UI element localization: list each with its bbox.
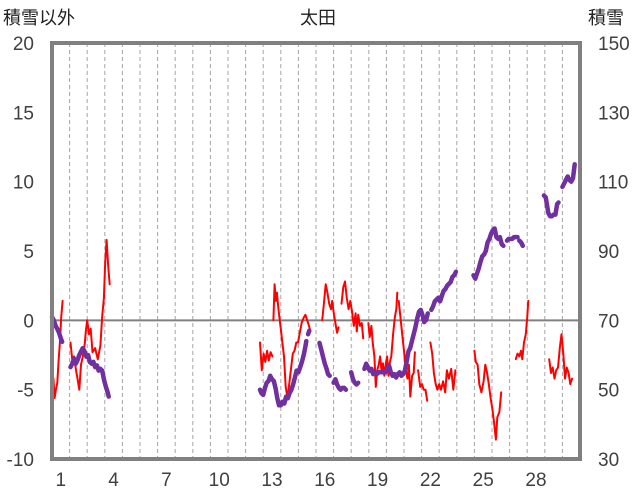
purple-line-segment	[362, 307, 427, 380]
purple-line-segment	[560, 162, 577, 190]
left-y-tick-label: 15	[13, 103, 34, 124]
red-line-segment	[259, 341, 274, 372]
x-tick-label: 4	[108, 470, 119, 491]
red-line-segment	[397, 299, 416, 398]
purple-line-segment	[257, 338, 309, 408]
right-y-tick-label: 30	[598, 450, 619, 471]
right-y-tick-label: 130	[598, 103, 630, 124]
purple-line-segment	[317, 340, 332, 379]
right-y-ticks: 30 50 70 90 110 130 150	[598, 34, 630, 471]
left-y-tick-label: 20	[13, 34, 34, 55]
x-tick-label: 13	[261, 470, 282, 491]
purple-line-segment	[331, 377, 349, 392]
purple-line-segment	[471, 226, 506, 281]
red-line-segment	[473, 349, 503, 441]
purple-line-segment	[504, 234, 520, 243]
right-y-tick-label: 70	[598, 311, 619, 332]
purple-line-segment	[517, 238, 526, 249]
left-y-tick-label: 5	[23, 242, 34, 263]
x-tick-label: 10	[209, 470, 230, 491]
red-line-segment	[367, 291, 399, 388]
left-y-tick-label: -10	[7, 450, 34, 471]
left-y-tick-label: 0	[23, 311, 34, 332]
red-line-segment	[429, 341, 457, 394]
chart-title: 太田	[300, 8, 336, 29]
right-axis-label: 積雪	[588, 8, 624, 29]
x-ticks: 1 4 7 10 13 16 19 22 25 28	[56, 470, 547, 491]
red-line-segment	[340, 280, 365, 340]
plot-frame	[50, 41, 582, 461]
red-line-segment	[69, 238, 111, 391]
purple-line-segment	[68, 345, 111, 399]
right-y-tick-label: 90	[598, 242, 619, 263]
left-y-tick-label: -5	[17, 381, 34, 402]
red-line-segment	[514, 299, 530, 361]
red-line-segment	[321, 283, 340, 334]
series-purple-line	[49, 162, 577, 408]
series-red-line	[51, 238, 574, 441]
x-tick-label: 7	[161, 470, 172, 491]
right-y-tick-label: 50	[598, 381, 619, 402]
right-y-tick-label: 150	[598, 34, 630, 55]
left-axis-label: 積雪以外	[3, 8, 75, 29]
x-tick-label: 22	[420, 470, 441, 491]
x-tick-label: 28	[525, 470, 546, 491]
purple-line-segment	[423, 311, 431, 323]
purple-line-segment	[348, 370, 361, 387]
purple-line-segment	[305, 328, 312, 337]
purple-line-segment	[541, 193, 561, 219]
x-tick-label: 1	[56, 470, 67, 491]
x-tick-label: 19	[367, 470, 388, 491]
right-y-tick-label: 110	[598, 173, 628, 194]
x-tick-label: 25	[473, 470, 494, 491]
left-y-tick-label: 10	[13, 173, 34, 194]
red-line-segment	[417, 369, 429, 402]
left-y-ticks: -10 -5 0 5 10 15 20	[7, 34, 34, 471]
vertical-grid	[69, 43, 563, 459]
purple-line-segment	[429, 269, 459, 313]
x-tick-label: 16	[314, 470, 335, 491]
red-line-segment	[548, 333, 574, 386]
red-line-segment	[272, 283, 312, 399]
